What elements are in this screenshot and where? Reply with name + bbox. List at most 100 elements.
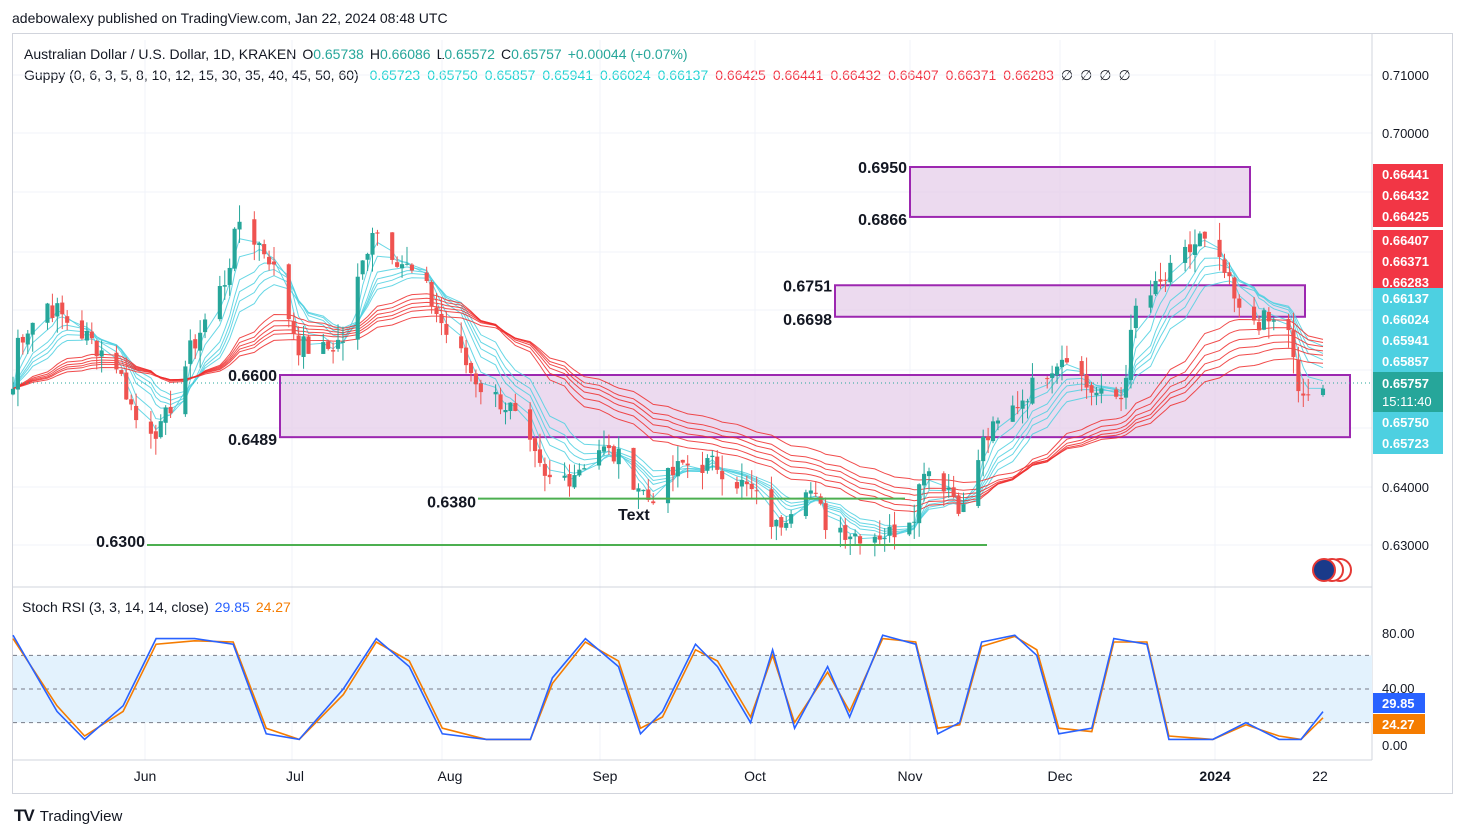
candle [1251, 296, 1257, 325]
ema-slow-35 [12, 297, 1324, 507]
tradingview-footer[interactable]: TV TradingView [14, 806, 122, 826]
price-badge-red-label: 0.66283 [1382, 275, 1429, 290]
price-badge-cyan-label: 0.65941 [1382, 333, 1429, 348]
candle-body [1094, 392, 1099, 396]
candle-body [1055, 366, 1060, 376]
candle-body [335, 339, 341, 349]
stoch-k-line [12, 634, 1324, 741]
candle [119, 369, 124, 377]
candle-body [473, 373, 478, 385]
candle-body [1015, 407, 1020, 409]
candle-body [1123, 377, 1129, 398]
ema-slow-60 [12, 315, 1324, 484]
candle-body [784, 522, 789, 528]
price-axis[interactable]: 0.71000 0.70000 0.64000 0.63000 0.66441 0.664… [1312, 68, 1443, 582]
candle [1079, 356, 1084, 392]
candle-body [769, 489, 774, 527]
tradingview-logo-icon: TV [14, 806, 35, 825]
candle [803, 489, 808, 519]
candle [606, 434, 611, 455]
candle-body [547, 474, 552, 478]
candle-body [631, 447, 636, 490]
candle [843, 518, 848, 549]
tradingview-brand: TradingView [39, 807, 123, 825]
candle [1197, 231, 1202, 247]
candle-body [301, 336, 306, 357]
candle [1084, 357, 1089, 399]
candle [596, 439, 602, 470]
candle [232, 227, 237, 272]
candle [532, 436, 538, 468]
candle-body [129, 399, 134, 405]
candle [217, 275, 222, 322]
candle [779, 515, 784, 536]
candle-body [636, 488, 641, 492]
time-axis[interactable]: Jun Jul Aug Sep Oct Nov Dec 2024 22 [134, 768, 1328, 784]
candle [400, 255, 405, 278]
candle [1266, 307, 1271, 339]
candle [252, 211, 257, 261]
candle [331, 342, 336, 364]
candle-body [700, 464, 705, 473]
candle [1153, 271, 1158, 296]
candle-body [158, 421, 163, 438]
time-label: Aug [438, 768, 463, 784]
stoch-d-badge-label: 24.27 [1382, 717, 1415, 732]
candle-body [498, 394, 503, 410]
candle-body [675, 461, 680, 477]
price-badge-cyan [1373, 412, 1443, 433]
candle-body [813, 492, 818, 494]
candle [148, 411, 153, 449]
candle [340, 326, 346, 361]
candle-body [951, 487, 956, 497]
candle-body [291, 321, 296, 334]
candle-body [1271, 320, 1276, 322]
candle [887, 514, 892, 543]
candle [769, 476, 774, 539]
candle-body [1064, 358, 1069, 363]
candle [1192, 229, 1198, 273]
candle-body [503, 410, 508, 413]
candle [636, 483, 641, 509]
candle [193, 334, 198, 359]
candle-body [739, 479, 744, 487]
candle-body [680, 459, 685, 463]
candle-body [306, 336, 311, 354]
price-badge-red [1373, 272, 1443, 293]
guppy-legend: Guppy (0, 6, 3, 5, 8, 10, 12, 15, 30, 35… [24, 67, 1131, 83]
candle-body [434, 307, 439, 315]
candle-body [163, 407, 168, 423]
candle [986, 427, 991, 454]
candle [784, 516, 789, 531]
candle [1320, 384, 1326, 397]
candle-body [188, 340, 193, 364]
candle-body [818, 496, 823, 504]
candle [355, 263, 360, 350]
candle-body [390, 232, 395, 260]
price-badge-red-label: 0.66407 [1382, 233, 1429, 248]
candle-body [843, 525, 848, 540]
candle-body [956, 495, 961, 514]
price-badge-cyan [1373, 330, 1443, 351]
price-tick-label: 0.70000 [1382, 126, 1429, 141]
price-badge-cyan-label: 0.66137 [1382, 291, 1429, 306]
candle-body [941, 473, 946, 492]
candle [715, 450, 720, 475]
candle-body [990, 421, 996, 442]
candle [168, 390, 173, 419]
candle [1148, 280, 1153, 313]
candle-body [148, 421, 153, 434]
stoch-k-value: 29.85 [215, 599, 250, 615]
candle-body [404, 263, 410, 265]
candle-body [1202, 231, 1207, 239]
candle-body [887, 526, 892, 536]
candle-body [25, 333, 30, 345]
price-badge-red-label: 0.66371 [1382, 254, 1429, 269]
candle [1286, 314, 1291, 348]
candle [444, 310, 449, 344]
candle [439, 298, 444, 336]
candle [789, 509, 794, 528]
candle-body [326, 341, 331, 349]
last-price-label: 0.65757 [1382, 376, 1429, 391]
